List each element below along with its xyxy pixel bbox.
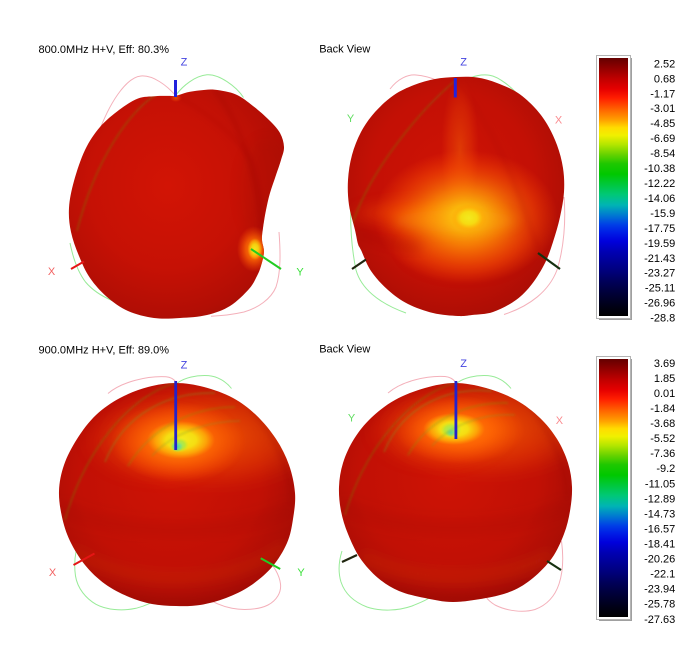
svg-text:-9.2: -9.2 [656,463,675,475]
svg-text:-3.68: -3.68 [650,418,675,430]
svg-text:-8.54: -8.54 [650,148,675,160]
svg-text:X: X [556,415,564,427]
svg-text:Back View: Back View [319,344,370,356]
svg-text:1.85: 1.85 [654,373,675,385]
svg-text:-23.94: -23.94 [644,584,675,596]
svg-text:-4.85: -4.85 [650,118,675,130]
svg-text:-14.06: -14.06 [644,193,675,205]
svg-text:900.0MHz H+V, Eff: 89.0%: 900.0MHz H+V, Eff: 89.0% [39,345,170,357]
svg-text:-15.9: -15.9 [650,208,675,220]
svg-text:Z: Z [181,360,188,372]
svg-text:-12.22: -12.22 [644,178,675,190]
svg-text:-14.73: -14.73 [644,508,675,520]
svg-text:3.69: 3.69 [654,358,675,370]
svg-text:X: X [48,266,56,278]
svg-text:-20.26: -20.26 [644,554,675,566]
svg-text:0.68: 0.68 [654,73,675,85]
svg-text:-25.78: -25.78 [644,599,675,611]
svg-text:-25.11: -25.11 [645,283,675,295]
svg-text:-27.63: -27.63 [644,614,675,626]
svg-text:-28.8: -28.8 [650,313,675,325]
svg-text:-12.89: -12.89 [644,493,675,505]
svg-text:-3.01: -3.01 [650,103,675,115]
svg-text:Y: Y [297,567,305,579]
svg-text:-17.75: -17.75 [644,223,675,235]
svg-text:Z: Z [460,57,467,69]
svg-text:X: X [555,114,563,126]
svg-text:-18.41: -18.41 [644,539,675,551]
svg-text:-10.38: -10.38 [644,163,675,175]
svg-text:-22.1: -22.1 [650,569,675,581]
svg-text:-1.84: -1.84 [650,403,675,415]
svg-text:800.0MHz H+V, Eff: 80.3%: 800.0MHz H+V, Eff: 80.3% [39,44,170,56]
svg-text:-11.05: -11.05 [645,478,675,490]
svg-text:0.01: 0.01 [654,388,675,400]
svg-text:Back View: Back View [319,44,370,56]
svg-text:Y: Y [347,113,355,125]
svg-text:-5.52: -5.52 [650,433,675,445]
svg-text:Y: Y [348,413,356,425]
svg-text:-23.27: -23.27 [644,268,675,280]
svg-text:2.52: 2.52 [654,58,675,70]
svg-text:-7.36: -7.36 [650,448,675,460]
svg-text:Y: Y [296,267,304,279]
svg-text:Z: Z [181,57,188,69]
svg-text:X: X [49,567,57,579]
svg-text:-6.69: -6.69 [650,133,675,145]
svg-text:-16.57: -16.57 [644,524,675,536]
svg-text:-1.17: -1.17 [650,88,675,100]
svg-text:-21.43: -21.43 [644,253,675,265]
svg-text:-19.59: -19.59 [644,238,675,250]
svg-text:Z: Z [460,358,467,370]
svg-text:-26.96: -26.96 [644,298,675,310]
